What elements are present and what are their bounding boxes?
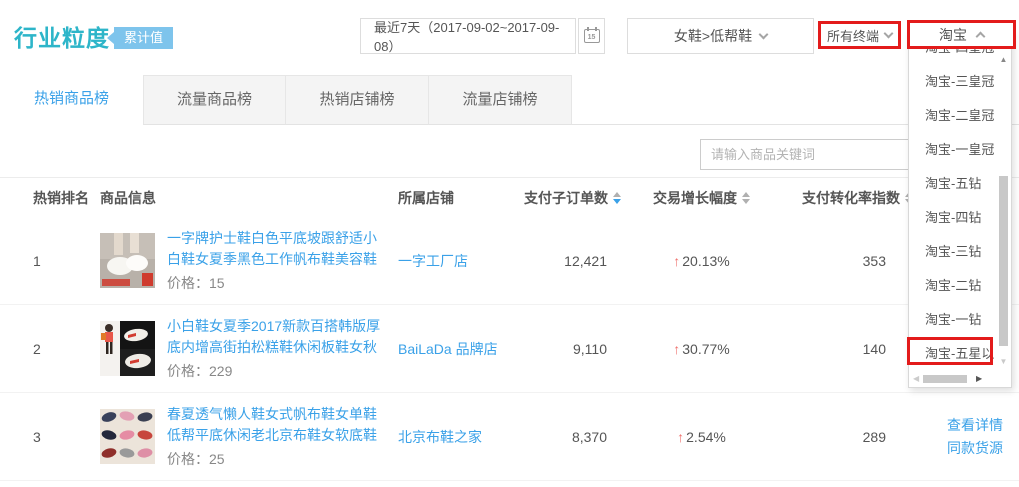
tab-bar-filler (572, 75, 1019, 125)
table-row: 1 一字牌护士鞋白色平底坡跟舒适小白鞋女夏季黑色工作帆布鞋美容鞋 价格：15 一… (0, 217, 1019, 305)
product-image[interactable] (100, 409, 155, 464)
calendar-button[interactable]: 15 (578, 18, 605, 54)
dropdown-item[interactable]: 淘宝-五钻 (925, 176, 982, 191)
product-image[interactable] (100, 233, 155, 288)
growth-up-icon: ↑ (673, 340, 681, 357)
growth-percent: 2.54% (686, 428, 726, 445)
dropdown-item[interactable]: 淘宝-三钻 (925, 244, 982, 259)
scroll-down-icon[interactable]: ▼ (999, 357, 1008, 366)
dropdown-item[interactable]: 淘宝-五星以 (925, 346, 995, 361)
product-price: 价格：25 (167, 451, 225, 467)
conversion-value: 289 (862, 428, 886, 445)
conversion-value: 353 (862, 252, 886, 269)
platform-dropdown-list: 淘宝-四皇冠 淘宝-三皇冠 淘宝-二皇冠 淘宝-一皇冠 淘宝-五钻 淘宝-四钻 … (909, 31, 1011, 371)
chevron-down-icon (758, 29, 769, 39)
product-title-link[interactable]: 一字牌护士鞋白色平底坡跟舒适小白鞋女夏季黑色工作帆布鞋美容鞋 (167, 230, 377, 267)
scroll-right-icon[interactable]: ▶ (976, 374, 983, 383)
col-header-rank: 热销排名 (33, 189, 89, 206)
dropdown-item[interactable]: 淘宝-一钻 (925, 312, 982, 327)
terminal-filter-label: 所有终端 (827, 28, 880, 44)
platform-filter-dropdown[interactable]: 淘宝 (907, 20, 1016, 49)
horizontal-scrollbar[interactable]: ◀ ▶ (910, 371, 998, 386)
dropdown-item[interactable]: 淘宝-四钻 (925, 210, 982, 225)
scroll-left-icon[interactable]: ◀ (913, 374, 920, 383)
platform-dropdown-panel: 淘宝-四皇冠 淘宝-三皇冠 淘宝-二皇冠 淘宝-一皇冠 淘宝-五钻 淘宝-四钻 … (907, 30, 1012, 388)
scrollbar-thumb[interactable] (923, 375, 967, 383)
platform-filter-label: 淘宝 (939, 26, 967, 43)
table-row: 2 小白鞋女夏季2017新款百搭韩 (0, 305, 1019, 393)
same-supply-link[interactable]: 同款货源 (947, 439, 1003, 456)
dropdown-item[interactable]: 淘宝-三皇冠 (925, 74, 995, 89)
table-row: 3 春夏 (0, 393, 1019, 481)
product-image[interactable] (100, 321, 155, 376)
tab-traffic-products[interactable]: 流量商品榜 (143, 75, 286, 125)
product-price: 价格：229 (167, 363, 233, 379)
growth-value: ↑ 20.13% (621, 253, 782, 269)
col-header-shop: 所属店铺 (398, 189, 454, 206)
scroll-up-icon[interactable]: ▲ (999, 55, 1008, 64)
category-filter-label: 女鞋>低帮鞋 (673, 28, 753, 44)
orders-value: 8,370 (571, 428, 607, 445)
growth-value: ↑ 2.54% (621, 429, 782, 445)
product-title-link[interactable]: 春夏透气懒人鞋女式帆布鞋女单鞋低帮平底休闲老北京布鞋女软底鞋 (167, 406, 377, 443)
growth-value: ↑ 30.77% (621, 341, 782, 357)
category-filter-dropdown[interactable]: 女鞋>低帮鞋 (627, 18, 814, 54)
table-header-row: 热销排名 商品信息 所属店铺 支付子订单数 交易增长幅度 支付转化率指数 (0, 177, 1019, 217)
dropdown-item[interactable]: 淘宝-一皇冠 (925, 142, 995, 157)
col-header-conversion-label: 支付转化率指数 (802, 189, 900, 206)
rank-value: 2 (33, 340, 41, 357)
product-price: 价格：15 (167, 275, 225, 291)
chevron-down-icon (883, 28, 894, 38)
hot-products-table: 热销排名 商品信息 所属店铺 支付子订单数 交易增长幅度 支付转化率指数 1 (0, 177, 1019, 481)
growth-percent: 20.13% (682, 252, 730, 269)
col-header-product-info: 商品信息 (100, 189, 156, 206)
scrollbar-thumb[interactable] (999, 176, 1008, 346)
date-range-selector[interactable]: 最近7天（2017-09-02~2017-09-08） (360, 18, 576, 54)
rank-value: 1 (33, 252, 41, 269)
product-title-link[interactable]: 小白鞋女夏季2017新款百搭韩版厚底内增高街拍松糕鞋休闲板鞋女秋 (167, 318, 381, 355)
vertical-scrollbar[interactable]: ▲ ▼ (997, 31, 1010, 370)
sort-orders-button[interactable] (613, 191, 621, 204)
shop-link[interactable]: 北京布鞋之家 (398, 428, 482, 445)
calendar-icon: 15 (583, 27, 600, 43)
tab-traffic-shops[interactable]: 流量店铺榜 (429, 75, 572, 125)
growth-up-icon: ↑ (677, 428, 685, 445)
rank-value: 3 (33, 428, 41, 445)
growth-percent: 30.77% (682, 340, 730, 357)
orders-value: 12,421 (564, 252, 607, 269)
dropdown-item[interactable]: 淘宝-二皇冠 (925, 108, 995, 123)
col-header-orders: 支付子订单数 (505, 188, 621, 208)
col-header-growth-label: 交易增长幅度 (653, 189, 737, 206)
date-range-label: 最近7天（2017-09-02~2017-09-08） (374, 20, 560, 54)
sort-growth-button[interactable] (742, 191, 750, 204)
page-title: 行业粒度 (14, 25, 110, 51)
cumulative-value-badge: 累计值 (106, 27, 174, 49)
terminal-filter-dropdown[interactable]: 所有终端 (818, 21, 902, 49)
shop-link[interactable]: BaiLaDa 品牌店 (398, 340, 498, 357)
tab-bar: 热销商品榜 流量商品榜 热销店铺榜 流量店铺榜 (0, 75, 1019, 125)
tab-hot-products[interactable]: 热销商品榜 (0, 75, 143, 125)
col-header-conversion: 支付转化率指数 (782, 188, 913, 208)
conversion-value: 140 (862, 340, 886, 357)
col-header-orders-label: 支付子订单数 (524, 189, 608, 206)
dropdown-item[interactable]: 淘宝-二钻 (925, 278, 982, 293)
col-header-growth: 交易增长幅度 (621, 188, 782, 208)
growth-up-icon: ↑ (673, 252, 681, 269)
view-details-link[interactable]: 查看详情 (947, 416, 1003, 433)
shop-link[interactable]: 一字工厂店 (398, 252, 468, 269)
tab-hot-shops[interactable]: 热销店铺榜 (286, 75, 429, 125)
chevron-up-icon (975, 31, 986, 42)
orders-value: 9,110 (573, 340, 607, 357)
